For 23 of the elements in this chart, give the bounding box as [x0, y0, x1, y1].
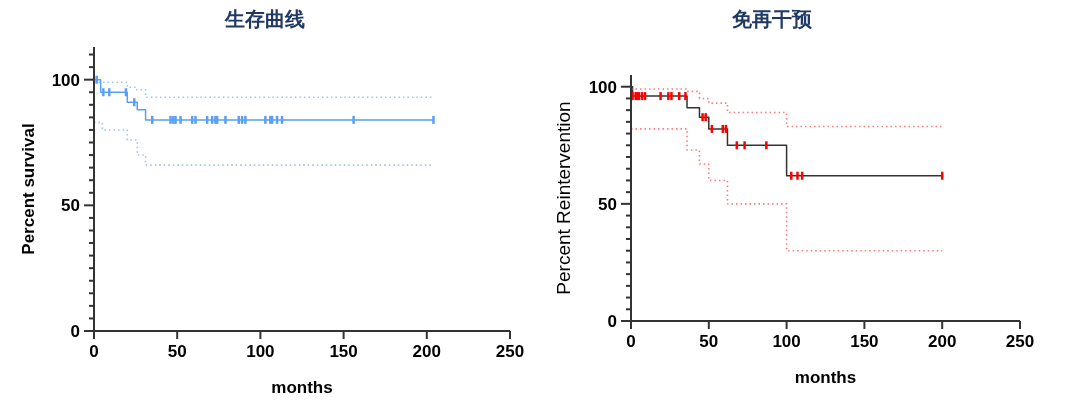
- y-axis-title: Percent survival: [19, 123, 38, 255]
- y-axis-title: Percent Reintervention: [553, 101, 574, 295]
- x-tick-label: 50: [699, 332, 719, 351]
- x-tick-label: 200: [928, 332, 957, 351]
- y-tick-label: 100: [51, 70, 80, 90]
- x-axis-title: months: [271, 378, 333, 397]
- x-tick-label: 250: [1005, 332, 1035, 351]
- x-axis-title: months: [794, 368, 857, 387]
- x-tick-label: 100: [772, 332, 801, 351]
- x-tick-label: 150: [329, 342, 358, 361]
- x-tick-label: 0: [626, 332, 636, 351]
- x-tick-label: 250: [495, 342, 525, 361]
- y-tick-label: 50: [598, 194, 617, 214]
- x-tick-label: 100: [246, 342, 275, 361]
- y-tick-label: 50: [61, 196, 80, 216]
- chart-title: 免再干预: [731, 8, 813, 30]
- x-tick-label: 200: [412, 342, 441, 361]
- x-tick-label: 150: [850, 332, 879, 351]
- x-tick-label: 50: [167, 342, 187, 361]
- x-tick-label: 0: [89, 342, 99, 361]
- chart-title: 生存曲线: [224, 8, 305, 30]
- y-tick-label: 0: [607, 312, 617, 331]
- y-tick-label: 100: [588, 77, 617, 97]
